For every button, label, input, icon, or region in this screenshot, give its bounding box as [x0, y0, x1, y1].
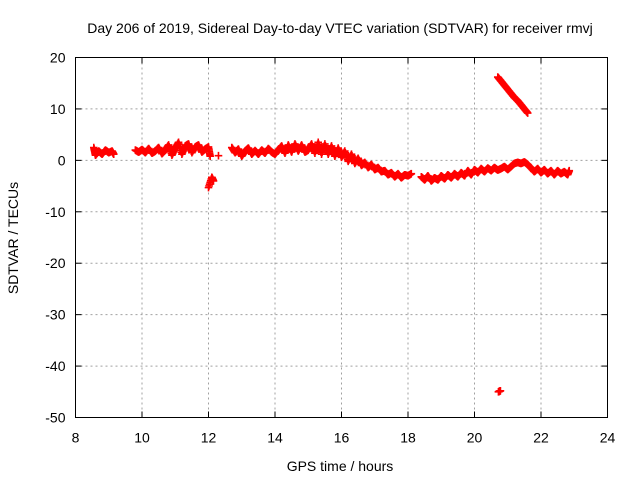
y-tick-label: -20 [45, 255, 65, 271]
data-point [496, 387, 504, 395]
y-axis-label: SDTVAR / TECUs [5, 182, 21, 294]
y-tick-label: 0 [58, 152, 66, 168]
y-tick-label: 10 [50, 101, 66, 117]
x-tick-label: 12 [201, 430, 217, 446]
data-point [209, 176, 218, 185]
y-tick-label: -30 [45, 307, 65, 323]
x-tick-label: 24 [600, 430, 616, 446]
y-tick-label: 20 [50, 50, 66, 66]
data-point [206, 150, 214, 159]
data-point [565, 167, 573, 176]
data-point [523, 108, 531, 117]
data-point [406, 170, 415, 178]
x-tick-label: 16 [334, 430, 350, 446]
y-tick-label: -40 [45, 358, 65, 374]
tick-layer [75, 57, 608, 418]
x-tick-label: 10 [134, 430, 150, 446]
chart-title: Day 206 of 2019, Sidereal Day-to-day VTE… [87, 20, 592, 36]
x-tick-label: 8 [72, 430, 80, 446]
plot-frame [75, 57, 608, 418]
x-tick-label: 14 [267, 430, 283, 446]
x-tick-label: 22 [533, 430, 549, 446]
y-tick-label: -10 [45, 204, 65, 220]
x-tick-label: 18 [400, 430, 416, 446]
x-tick-label: 20 [467, 430, 483, 446]
data-points-layer [89, 73, 574, 396]
y-tick-label: -50 [45, 410, 65, 426]
data-point [109, 149, 118, 158]
x-axis-label: GPS time / hours [287, 458, 394, 474]
tick-labels-layer: 8 10 12 14 16 18 20 22 24 -50 -40 -30 -20 -10 0 10 20 [45, 50, 615, 446]
data-point [214, 151, 223, 160]
